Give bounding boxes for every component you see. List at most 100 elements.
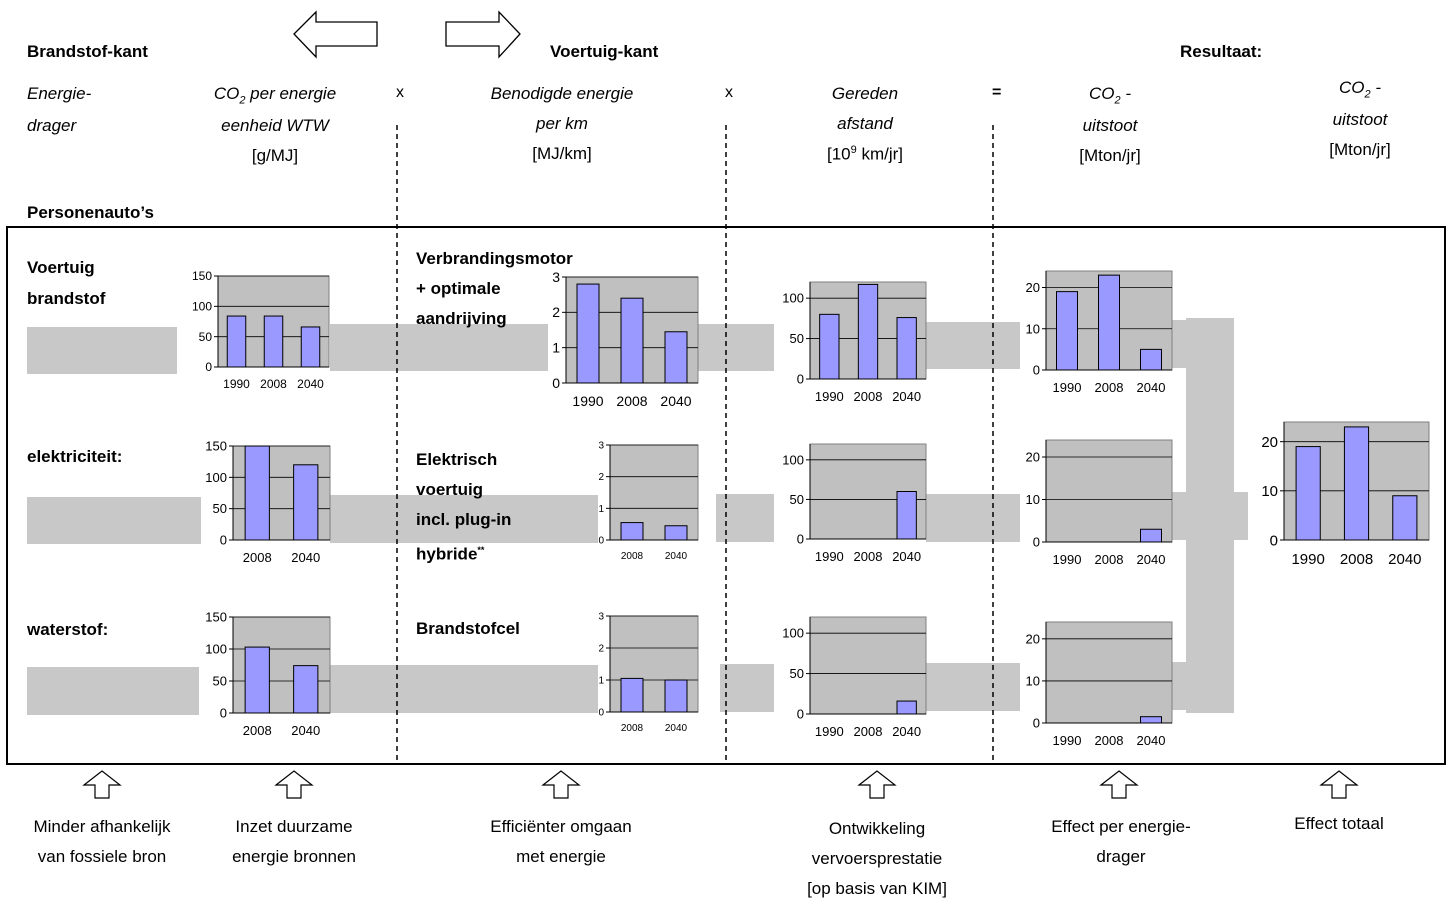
bar — [1098, 274, 1120, 371]
caption-ontwikkeling: Ontwikkeling vervoersprestatie [op basis v… — [807, 819, 947, 898]
brandstof-kant-title: Brandstof-kant — [27, 42, 148, 61]
x-tick-label: 2008 — [1095, 733, 1124, 748]
col-co2-uitstoot-totaal: CO2 - uitstoot [Mton/jr] — [1329, 78, 1391, 160]
bar — [620, 297, 644, 384]
y-tick-label: 0 — [1033, 535, 1040, 550]
y-tick-label: 20 — [1261, 434, 1278, 451]
bar — [1140, 348, 1162, 371]
chart-co2mj_fossil: 0 50 100 150 1990 2008 2040 — [192, 269, 330, 391]
row-label-voertuigbrandstof: Voertuig brandstof — [27, 258, 106, 308]
x-tick-label: 2040 — [665, 723, 688, 734]
y-tick-label: 50 — [790, 492, 804, 507]
bar — [244, 646, 270, 714]
caption-effect-totaal: Effect totaal — [1294, 814, 1384, 833]
y-tick-label: 20 — [1026, 450, 1040, 465]
plot-area — [809, 616, 927, 715]
vehicle-label-elektrisch: Elektrisch voertuig incl. plug-in hybrid… — [416, 450, 512, 564]
bar — [300, 326, 321, 368]
x-tick-label: 2008 — [1340, 551, 1373, 568]
col-energie-per-km: Benodigde energie per km [MJ/km] — [490, 84, 634, 163]
band — [27, 667, 199, 715]
bar — [896, 317, 917, 380]
y-tick-label: 100 — [782, 291, 804, 306]
band — [330, 324, 548, 371]
x-tick-label: 2040 — [1388, 551, 1421, 568]
chart-co2_ice: 0 10 20 1990 2008 2040 — [1026, 270, 1173, 395]
row-label-waterstof: waterstof: — [27, 620, 109, 639]
y-tick-label: 100 — [782, 452, 804, 467]
chart-km_fc: 0 50 100 1990 2008 2040 — [782, 616, 927, 739]
y-tick-label: 50 — [213, 674, 227, 689]
x-tick-label: 2008 — [854, 389, 883, 404]
y-tick-label: 0 — [598, 708, 604, 719]
operator-times: x — [725, 84, 733, 101]
y-tick-label: 50 — [790, 331, 804, 346]
x-tick-label: 1990 — [1053, 380, 1082, 395]
y-tick-label: 0 — [205, 360, 212, 374]
col-energiedrager: Energie- drager — [27, 84, 92, 135]
arrow-left-icon — [293, 10, 378, 59]
bar — [263, 315, 284, 368]
up-arrow-icon — [274, 770, 314, 799]
chart-mjkm_fc: 0 1 2 3 2008 2040 — [598, 612, 699, 734]
col-co2-uitstoot: CO2 - uitstoot [Mton/jr] — [1079, 84, 1141, 166]
x-tick-label: 1990 — [1291, 551, 1324, 568]
up-arrow-icon — [1319, 770, 1359, 799]
bar — [1343, 426, 1370, 541]
y-tick-label: 150 — [205, 610, 227, 625]
chart-co2mj_elec: 0 50 100 150 2008 2040 — [205, 439, 331, 565]
y-tick-label: 0 — [797, 532, 804, 547]
band — [698, 324, 774, 371]
vehicle-label-brandstofcel: Brandstofcel — [416, 619, 520, 638]
x-tick-label: 2008 — [1095, 552, 1124, 567]
x-tick-label: 2040 — [892, 389, 921, 404]
band — [926, 322, 1020, 369]
operator-times: x — [396, 84, 404, 101]
y-tick-label: 3 — [598, 441, 604, 452]
up-arrow-icon — [1099, 770, 1139, 799]
y-tick-label: 0 — [797, 372, 804, 387]
x-tick-label: 2040 — [1137, 552, 1166, 567]
y-tick-label: 50 — [199, 330, 213, 344]
x-tick-label: 2040 — [291, 550, 320, 565]
x-tick-label: 2040 — [660, 393, 691, 409]
y-tick-label: 20 — [1026, 631, 1040, 646]
y-tick-label: 150 — [192, 269, 212, 283]
x-tick-label: 2040 — [665, 551, 688, 562]
y-tick-label: 2 — [598, 644, 604, 655]
resultaat-title: Resultaat: — [1180, 42, 1263, 61]
y-tick-label: 50 — [790, 666, 804, 681]
y-tick-label: 1 — [552, 340, 560, 356]
y-tick-label: 0 — [1033, 363, 1040, 378]
bar — [1295, 446, 1321, 541]
voertuig-kant-title: Voertuig-kant — [550, 42, 659, 61]
bar — [1140, 716, 1162, 724]
y-tick-label: 0 — [220, 706, 227, 721]
x-tick-label: 2040 — [297, 377, 324, 391]
bar — [664, 525, 688, 541]
band — [926, 494, 1020, 542]
x-tick-label: 2008 — [854, 724, 883, 739]
plot-area — [1045, 621, 1173, 724]
band — [720, 664, 774, 712]
band — [1172, 492, 1248, 540]
y-tick-label: 1 — [598, 504, 604, 515]
x-tick-label: 2040 — [291, 723, 320, 738]
y-tick-label: 10 — [1026, 492, 1040, 507]
band — [330, 495, 598, 543]
caption-inzet-duurzame: Inzet duurzame energie bronnen — [232, 817, 356, 866]
x-tick-label: 2008 — [260, 377, 287, 391]
bar — [293, 665, 319, 714]
bar — [620, 677, 644, 713]
caption-efficienter: Efficiënter omgaan met energie — [490, 817, 632, 866]
bar — [620, 522, 644, 541]
vehicle-label-verbrandingsmotor: Verbrandingsmotor + optimale aandrijving — [416, 249, 573, 328]
x-tick-label: 2040 — [1137, 733, 1166, 748]
y-tick-label: 3 — [552, 269, 560, 285]
chart-km_ice: 0 50 100 1990 2008 2040 — [782, 281, 927, 404]
chart-co2mj_h2: 0 50 100 150 2008 2040 — [205, 610, 331, 738]
x-tick-label: 2040 — [892, 724, 921, 739]
chart-mjkm_ev: 0 1 2 3 2008 2040 — [598, 441, 699, 562]
y-tick-label: 100 — [205, 470, 227, 485]
x-tick-label: 1990 — [815, 549, 844, 564]
